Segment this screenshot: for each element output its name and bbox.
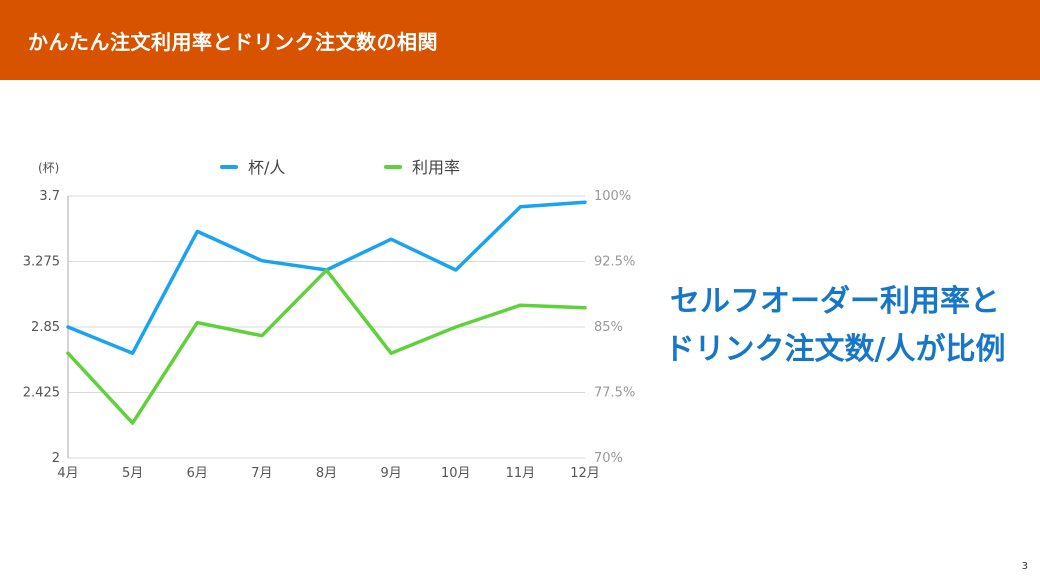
x-tick-label: 7月: [251, 466, 272, 481]
line-chart: 3.7 100% 3.275 92.5% 2.85 85% 2.425 77.5% 2 70% (杯…: [0, 150, 640, 490]
slide-title: かんたん注文利用率とドリンク注文数の相関: [28, 30, 438, 54]
y-right-tick-label: 70%: [594, 451, 623, 466]
series-line-cups-per-person: [66, 200, 587, 355]
x-tick-label: 11月: [506, 466, 536, 481]
y-left-tick-label: 3.275: [23, 255, 60, 270]
chart-canvas: 3.7 100% 3.275 92.5% 2.85 85% 2.425 77.5% 2 70% (杯…: [23, 158, 636, 481]
x-tick-label: 9月: [380, 466, 401, 481]
x-tick-label: 10月: [441, 466, 471, 481]
y-right-tick-label: 77.5%: [594, 386, 635, 401]
y-left-tick-label: 3.7: [39, 189, 60, 204]
y-right-tick-label: 85%: [594, 320, 623, 335]
x-tick-label: 4月: [57, 466, 78, 481]
y-left-tick-label: 2: [52, 451, 60, 466]
x-tick-label: 6月: [187, 466, 208, 481]
y-axis-label: (杯): [38, 161, 59, 175]
legend-label: 杯/人: [248, 158, 285, 177]
x-tick-label: 5月: [122, 466, 143, 481]
y-left-tick-label: 2.85: [31, 320, 60, 335]
title-bar: かんたん注文利用率とドリンク注文数の相関: [0, 0, 1040, 80]
x-tick-label: 12月: [570, 466, 600, 481]
callout-text: セルフオーダー利用率と ドリンク注文数/人が比例: [640, 278, 1030, 374]
y-right-tick-label: 92.5%: [594, 255, 635, 270]
callout-line-2: ドリンク注文数/人が比例: [664, 332, 1006, 367]
callout-line-1: セルフオーダー利用率と: [670, 284, 1000, 319]
legend-label: 利用率: [412, 158, 460, 177]
series-line-usage-rate: [66, 268, 587, 425]
page-number: 3: [1021, 561, 1028, 572]
x-tick-label: 8月: [316, 466, 337, 481]
y-left-tick-label: 2.425: [23, 386, 60, 401]
y-right-tick-label: 100%: [594, 189, 631, 204]
